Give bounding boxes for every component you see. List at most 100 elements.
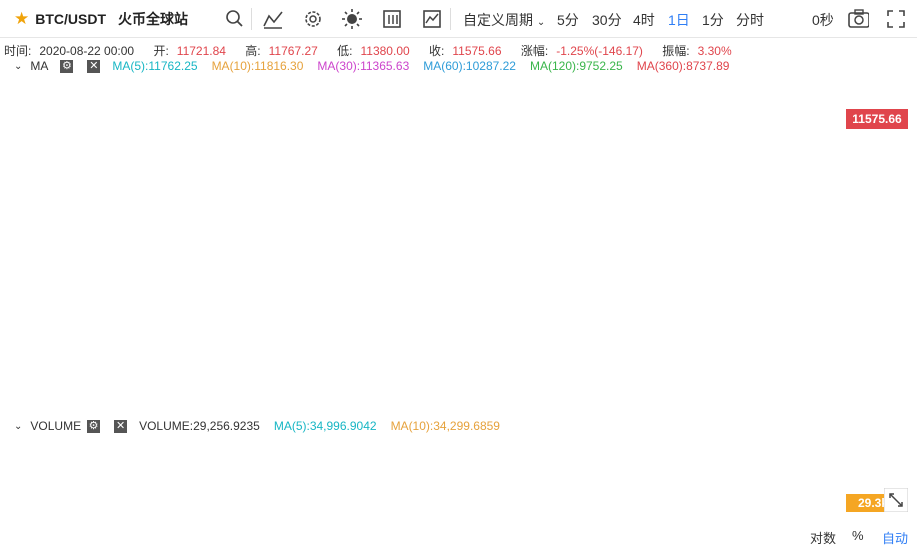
candle-body (294, 243, 300, 250)
candle-body (91, 238, 97, 258)
volume-settings-icon[interactable]: ⚙ (87, 419, 101, 433)
period-timeline[interactable]: 分时 (736, 12, 764, 28)
candle-body (738, 124, 744, 133)
candle-body (828, 131, 834, 140)
candle-body (9, 370, 14, 377)
settings-gear-icon[interactable] (302, 8, 324, 30)
candle-body (467, 265, 473, 271)
candle-body (362, 254, 368, 260)
volume-bar (309, 493, 315, 520)
candle-body (460, 265, 465, 276)
candle-body (249, 249, 255, 271)
collapse-chevron-icon[interactable]: ⌄ (14, 60, 23, 72)
symbol-selector[interactable]: ★ BTC/USDT 火币全球站 (14, 9, 188, 29)
candle-body (791, 119, 796, 125)
volume-bar (204, 490, 210, 520)
candle-body (309, 238, 315, 242)
candle-body (385, 259, 390, 263)
period-4h[interactable]: 4时 (633, 12, 655, 28)
ma-line-ma360 (3, 283, 832, 296)
volume-bar (152, 479, 157, 521)
volume-bar (324, 496, 330, 520)
volume-bar (370, 497, 375, 521)
favorite-star-icon[interactable]: ★ (14, 9, 30, 28)
volume-bar (16, 491, 22, 521)
volume-bar (144, 486, 150, 521)
volume-bar (610, 489, 616, 521)
candle-body (422, 238, 428, 255)
volume-bar (249, 493, 255, 521)
time-tick-label: 8月 6 (704, 530, 733, 544)
candle-body (99, 238, 105, 244)
fullscreen-icon[interactable] (885, 8, 907, 30)
volume-bar (339, 495, 345, 520)
layout-columns-icon[interactable] (381, 8, 403, 30)
volume-bar (279, 490, 285, 521)
volume-bar (317, 494, 323, 521)
volume-bar (828, 503, 834, 520)
candle-body (159, 233, 165, 250)
volume-bar (24, 486, 29, 521)
candle-body (663, 164, 668, 176)
volume-bar (69, 487, 74, 521)
chart-type-icon[interactable] (421, 8, 443, 30)
log-scale-toggle[interactable]: 对数 (810, 531, 837, 546)
volume-bar (678, 473, 683, 520)
camera-screenshot-icon[interactable] (847, 8, 869, 30)
collapse-chevron-icon[interactable]: ⌄ (14, 420, 23, 432)
volume-bar (603, 493, 608, 521)
last-price-tag: 11575.66 (846, 109, 908, 129)
indicator-icon[interactable] (262, 8, 284, 30)
ma-line-ma30 (3, 144, 832, 382)
candle-body (1, 376, 7, 382)
candle-body (212, 267, 217, 276)
candle-body (813, 122, 819, 131)
volume-bar (99, 485, 105, 520)
volume-ma5-value: MA(5):34,996.9042 (273, 419, 377, 433)
ma-close-icon[interactable]: ✕ (87, 59, 101, 73)
period-1d[interactable]: 1日 (668, 12, 690, 28)
ma120-value: MA(120):9752.25 (529, 59, 623, 73)
volume-bar (558, 505, 563, 521)
auto-scale-toggle[interactable]: 自动 (882, 531, 909, 546)
custom-period-dropdown[interactable]: 自定义周期 ⌄ (463, 10, 545, 30)
candle-body (31, 347, 37, 361)
ma60-value: MA(60):10287.22 (423, 59, 516, 73)
volume-bar (84, 476, 90, 521)
ma-line-ma60 (3, 207, 832, 390)
candle-body (272, 246, 277, 250)
candle-body (603, 246, 608, 258)
candle-body (437, 249, 443, 271)
candle-body (279, 243, 285, 247)
ma10-value: MA(10):11816.30 (211, 59, 304, 73)
volume-bar (745, 486, 751, 521)
volume-bar (685, 455, 691, 521)
candle-body (54, 286, 59, 295)
period-30min[interactable]: 30分 (592, 12, 622, 28)
search-icon[interactable] (224, 8, 246, 30)
volume-bar (565, 507, 571, 520)
volume-bar (227, 496, 232, 520)
volume-bar (806, 479, 811, 520)
volume-bar (730, 487, 736, 521)
volume-close-icon[interactable]: ✕ (114, 419, 128, 433)
candle-body (144, 243, 150, 260)
time-tick-label: 6月 7 (253, 530, 282, 544)
volume-ma-line-ma10 (3, 471, 832, 507)
low-price-annotation: ← 7400 (2, 363, 44, 377)
ma-line-ma5 (3, 119, 832, 358)
ma-legend-bar: ⌄ MA ⚙ ✕ MA(5):11762.25 MA(10):11816.30 … (14, 59, 743, 73)
ohlc-info-line: 时间: 2020-08-22 00:00 开: 11721.84 高: 11767.2… (4, 42, 748, 59)
ma-settings-icon[interactable]: ⚙ (60, 59, 74, 73)
volume-bar (670, 486, 676, 521)
period-5min[interactable]: 5分 (557, 12, 579, 28)
candle-body (482, 273, 488, 279)
candle-body (407, 262, 413, 266)
theme-sun-icon[interactable] (341, 8, 363, 30)
expand-icon[interactable] (884, 488, 908, 512)
volume-bar (633, 461, 638, 521)
percent-scale-toggle[interactable]: % (852, 528, 864, 543)
period-1min[interactable]: 1分 (702, 12, 724, 28)
candle-body (24, 360, 29, 369)
